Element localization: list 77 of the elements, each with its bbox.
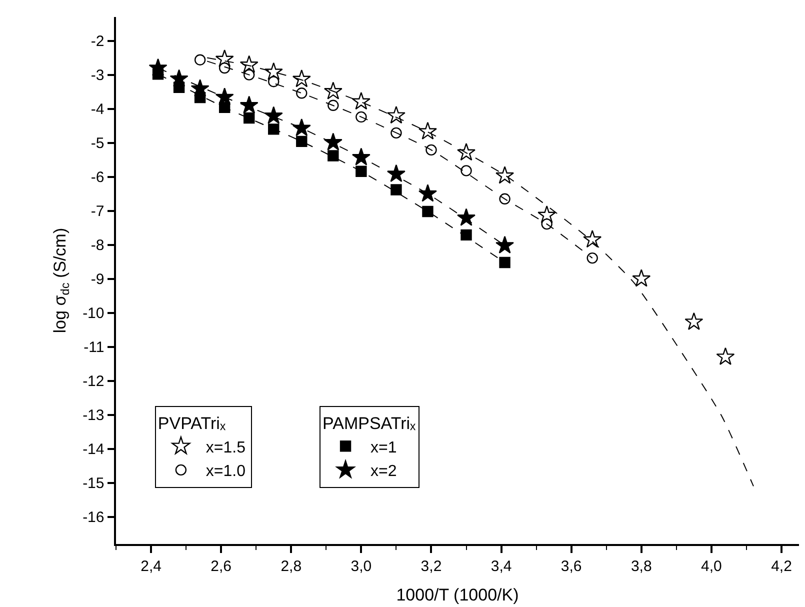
point	[190, 79, 210, 97]
point	[541, 218, 552, 230]
x-tick-label: 2,4	[140, 558, 162, 575]
point	[218, 62, 230, 74]
point	[244, 112, 255, 124]
point	[499, 256, 510, 268]
y-tick-label: -6	[90, 169, 104, 186]
point	[215, 88, 234, 106]
point	[390, 184, 402, 196]
point	[264, 106, 283, 124]
point	[356, 166, 367, 177]
y-tick-label: -2	[90, 33, 104, 50]
text: PVPATriₓ	[158, 414, 226, 434]
y-tick-label: -14	[82, 441, 104, 458]
point	[356, 111, 367, 123]
x-tick-label: 3,8	[630, 558, 652, 575]
x-axis-title: 1000/T (1000/K)	[396, 586, 519, 605]
point	[296, 88, 308, 99]
point	[292, 70, 311, 88]
point	[457, 142, 476, 161]
point	[426, 144, 437, 156]
x-tick-label: 3,2	[420, 558, 442, 575]
point	[499, 193, 510, 204]
point	[418, 122, 437, 140]
point	[268, 76, 280, 88]
x-tick-label: 4,0	[701, 558, 722, 575]
point	[352, 92, 370, 110]
x-tick-label: 4,2	[771, 558, 792, 575]
point	[583, 230, 602, 248]
point	[268, 124, 280, 135]
x-tick-label: 3,6	[560, 558, 582, 575]
point	[418, 184, 437, 202]
x-tick-label: 3,4	[490, 558, 512, 575]
point	[194, 54, 206, 66]
point	[460, 165, 472, 176]
y-tick-label: -3	[90, 67, 104, 84]
point	[460, 229, 472, 241]
y-tick-label: -11	[84, 339, 104, 356]
point	[324, 132, 342, 150]
point	[457, 208, 476, 226]
y-tick-label: -13	[82, 407, 104, 424]
x-tick-label: 2,8	[280, 558, 302, 575]
point	[170, 69, 188, 87]
point	[292, 118, 311, 136]
point	[716, 347, 735, 365]
y-tick-label: -15	[82, 475, 104, 492]
point	[296, 136, 308, 148]
point	[386, 106, 406, 124]
y-tick-label: -10	[82, 305, 104, 322]
legend-label: x=1.0	[206, 463, 246, 480]
point	[496, 236, 514, 254]
point	[244, 69, 255, 80]
y-tick-label: -16	[82, 509, 104, 526]
y-tick-label: -9	[90, 271, 104, 288]
point	[324, 82, 342, 100]
point	[496, 166, 514, 184]
point	[148, 58, 168, 76]
y-tick-label: -4	[90, 101, 104, 118]
legend-label: x=2	[370, 463, 397, 480]
y-tick-label: -5	[90, 135, 104, 152]
point	[328, 100, 339, 111]
point	[352, 148, 370, 166]
point	[386, 164, 406, 182]
x-tick-label: 3,0	[350, 558, 372, 575]
y-tick-label: -8	[90, 237, 104, 254]
y-tick-label: -7	[90, 203, 104, 220]
point	[240, 96, 258, 114]
point	[422, 206, 434, 218]
point	[632, 269, 651, 287]
point	[328, 150, 339, 162]
x-tick-label: 2,6	[210, 558, 232, 575]
point	[586, 252, 598, 264]
legend-label: x=1	[370, 439, 397, 456]
y-tick-label: -12	[82, 373, 104, 390]
point	[684, 312, 704, 330]
text: PAMPSATriₓ	[322, 414, 416, 434]
legend-label: x=1.5	[206, 439, 246, 456]
